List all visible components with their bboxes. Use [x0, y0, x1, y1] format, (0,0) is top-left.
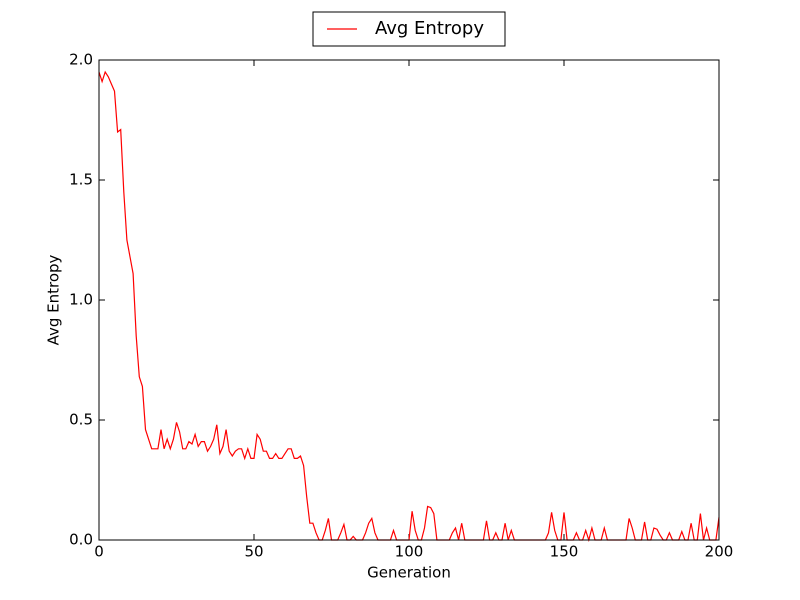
x-tick-label: 0 — [94, 543, 104, 561]
y-tick-label: 2.0 — [69, 51, 93, 69]
x-tick-label: 150 — [550, 543, 579, 561]
plot-frame — [98, 59, 720, 541]
y-tick-label: 0.0 — [69, 531, 93, 549]
y-tick-label: 1.5 — [69, 171, 93, 189]
y-tick-label: 1.0 — [69, 291, 93, 309]
x-tick-label: 50 — [244, 543, 263, 561]
y-axis-label: Avg Entropy — [45, 254, 63, 345]
y-tick-label: 0.5 — [69, 411, 93, 429]
legend-label: Avg Entropy — [375, 18, 484, 39]
x-tick-label: 100 — [395, 543, 424, 561]
x-axis-label: Generation — [367, 564, 451, 582]
x-tick-label: 200 — [705, 543, 734, 561]
